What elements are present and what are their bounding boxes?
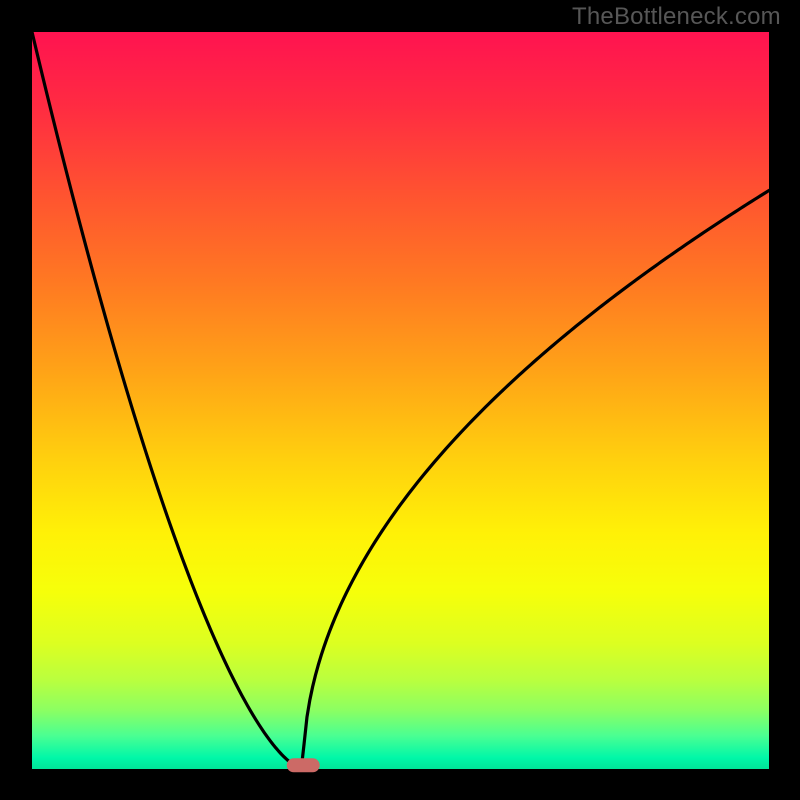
- chart-svg: [0, 0, 800, 800]
- plot-area: [32, 32, 769, 769]
- minimum-marker: [287, 758, 320, 772]
- watermark-text: TheBottleneck.com: [572, 3, 781, 31]
- chart-stage: TheBottleneck.com: [0, 0, 800, 800]
